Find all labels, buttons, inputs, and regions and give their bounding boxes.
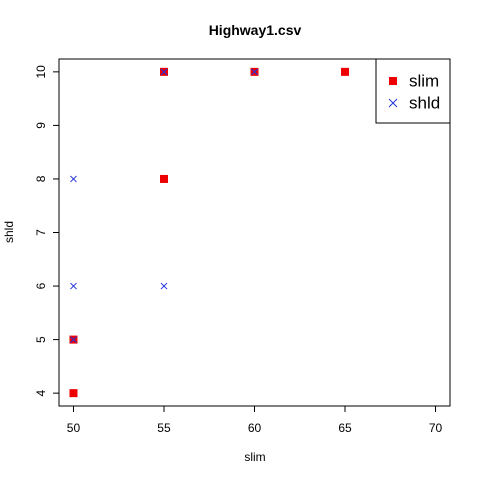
y-tick-label: 8 (34, 175, 48, 182)
point-cross (70, 175, 77, 183)
x-tick-label: 65 (338, 421, 352, 435)
y-tick-label: 9 (34, 122, 48, 129)
y-tick-label: 4 (34, 389, 48, 396)
x-tick-label: 50 (67, 421, 81, 435)
legend-marker-square (389, 77, 397, 85)
point-square (341, 67, 350, 76)
legend: slim shld (375, 58, 451, 124)
y-tick-label: 5 (34, 336, 48, 343)
y-axis: 4 5 6 7 8 9 10 (34, 65, 59, 396)
point-cross (70, 336, 77, 343)
point-cross (70, 282, 77, 290)
y-axis-label: shld (2, 221, 16, 243)
point-square (69, 389, 78, 398)
x-axis-label: slim (244, 450, 265, 464)
legend-marker-cross (388, 98, 398, 108)
point-square (159, 174, 168, 183)
y-tick-label: 10 (34, 65, 48, 79)
point-cross (251, 68, 258, 76)
point-cross (160, 68, 168, 76)
x-axis: 50 55 60 65 70 (67, 406, 443, 435)
x-tick-label: 60 (248, 421, 262, 435)
legend-box (375, 58, 451, 124)
data-points (69, 67, 350, 398)
x-tick-label: 70 (429, 421, 443, 435)
x-tick-label: 55 (157, 421, 171, 435)
y-tick-label: 6 (34, 282, 48, 289)
chart-title: Highway1.csv (209, 22, 302, 38)
y-tick-label: 7 (34, 229, 48, 236)
legend-label: shld (409, 94, 440, 113)
point-cross (160, 282, 168, 290)
legend-label: slim (409, 72, 439, 91)
